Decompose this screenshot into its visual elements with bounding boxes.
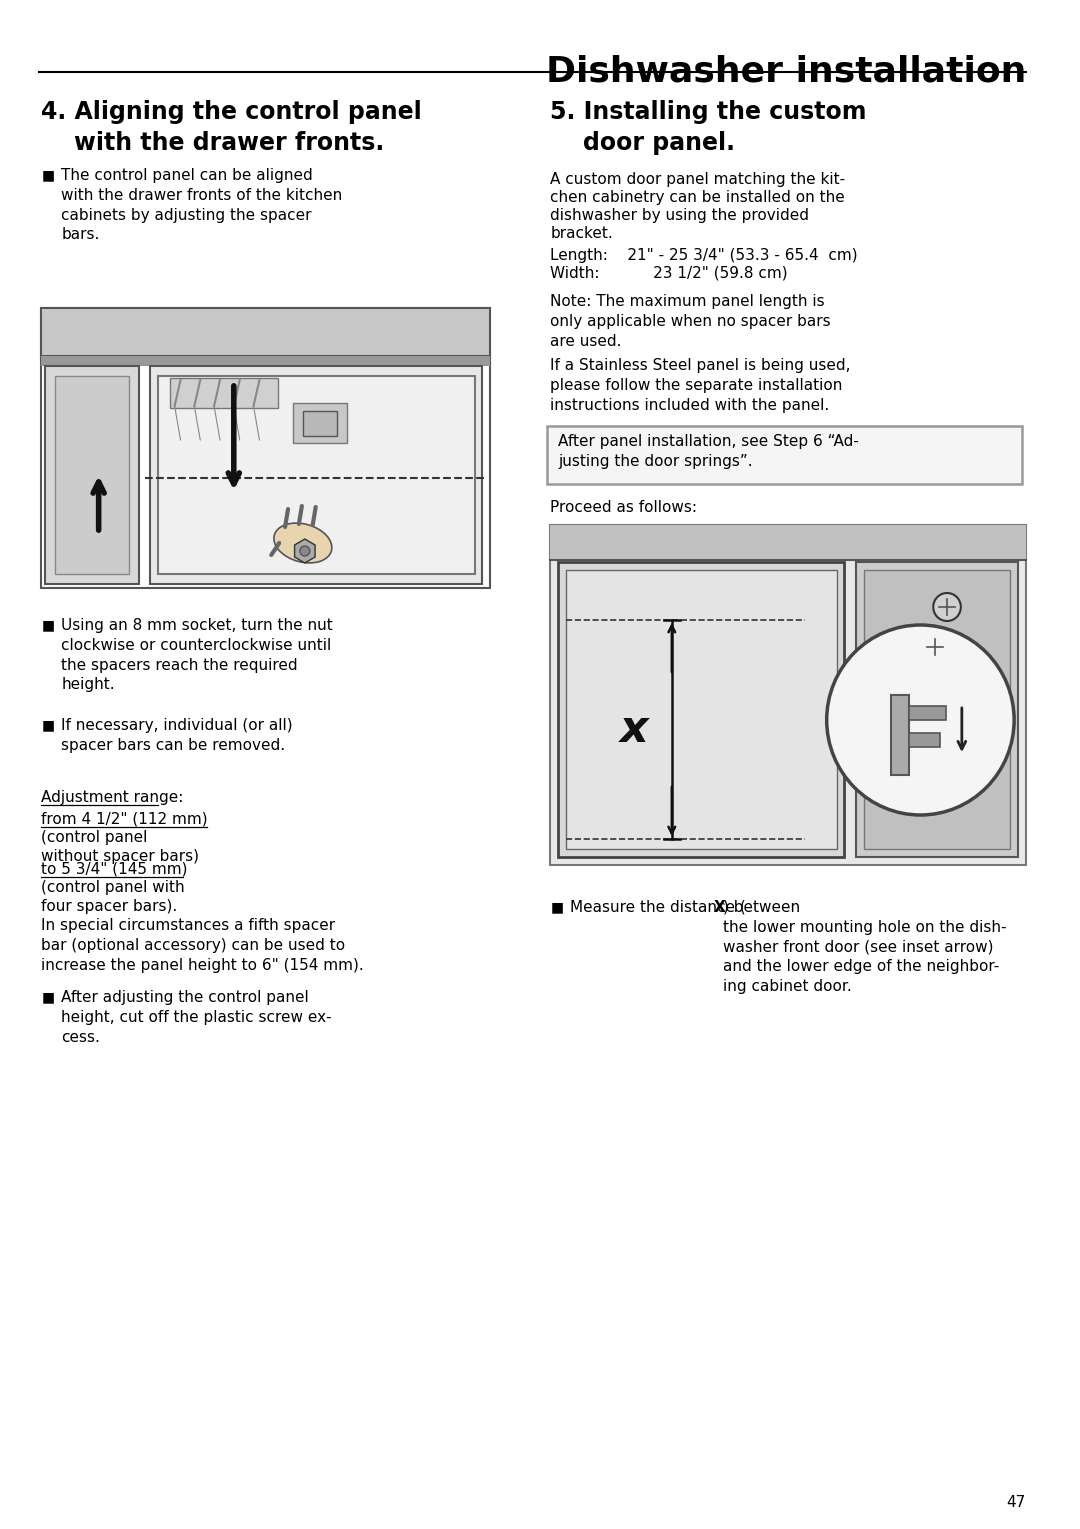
Text: In special circumstances a fifth spacer
bar (optional accessory) can be used to
: In special circumstances a fifth spacer … <box>41 917 364 972</box>
Bar <box>566 570 837 849</box>
Bar <box>856 563 1018 856</box>
Bar <box>41 307 490 589</box>
Bar <box>150 365 483 584</box>
Bar <box>41 356 490 365</box>
Bar <box>55 376 130 573</box>
Bar <box>891 696 908 775</box>
Text: ■: ■ <box>551 901 564 914</box>
Text: Width:           23 1/2" (59.8 cm): Width: 23 1/2" (59.8 cm) <box>551 266 788 281</box>
Bar <box>293 404 348 443</box>
Text: 4. Aligning the control panel
    with the drawer fronts.: 4. Aligning the control panel with the d… <box>41 99 422 154</box>
Text: bracket.: bracket. <box>551 226 613 242</box>
Bar <box>45 365 139 584</box>
Bar <box>158 376 474 573</box>
Text: A custom door panel matching the kit-: A custom door panel matching the kit- <box>551 171 846 187</box>
Text: Adjustment range:: Adjustment range: <box>41 790 184 804</box>
Text: Measure the distance (: Measure the distance ( <box>570 901 746 914</box>
Text: Using an 8 mm socket, turn the nut
clockwise or counterclockwise until
the space: Using an 8 mm socket, turn the nut clock… <box>62 618 333 693</box>
Bar <box>908 732 940 748</box>
Text: to 5 3/4" (145 mm): to 5 3/4" (145 mm) <box>41 862 188 878</box>
Text: chen cabinetry can be installed on the: chen cabinetry can be installed on the <box>551 190 846 205</box>
Bar <box>170 378 279 408</box>
Text: Note: The maximum panel length is
only applicable when no spacer bars
are used.: Note: The maximum panel length is only a… <box>551 294 832 349</box>
Bar <box>782 566 792 590</box>
Text: ■: ■ <box>41 168 55 182</box>
Circle shape <box>826 625 1014 815</box>
Text: (control panel with
four spacer bars).: (control panel with four spacer bars). <box>41 881 185 914</box>
Text: 47: 47 <box>1007 1495 1026 1511</box>
Bar <box>546 427 1022 485</box>
Text: X: X <box>713 901 725 914</box>
Bar <box>551 524 1026 865</box>
Text: ) between
the lower mounting hole on the dish-
washer front door (see inset arro: ) between the lower mounting hole on the… <box>724 901 1007 994</box>
Text: 5. Installing the custom
    door panel.: 5. Installing the custom door panel. <box>551 99 867 154</box>
Bar <box>864 570 1010 849</box>
Text: Dishwasher installation: Dishwasher installation <box>545 55 1026 89</box>
Circle shape <box>921 633 949 661</box>
Ellipse shape <box>274 523 332 563</box>
Text: If necessary, individual (or all)
spacer bars can be removed.: If necessary, individual (or all) spacer… <box>62 719 293 752</box>
Text: ■: ■ <box>41 618 55 631</box>
Text: After adjusting the control panel
height, cut off the plastic screw ex-
cess.: After adjusting the control panel height… <box>62 989 332 1044</box>
Text: x: x <box>620 708 649 751</box>
Text: (control panel
without spacer bars): (control panel without spacer bars) <box>41 830 200 864</box>
Text: from 4 1/2" (112 mm): from 4 1/2" (112 mm) <box>41 812 208 827</box>
Text: After panel installation, see Step 6 “Ad-
justing the door springs”.: After panel installation, see Step 6 “Ad… <box>558 434 860 469</box>
Text: Proceed as follows:: Proceed as follows: <box>551 500 698 515</box>
Bar <box>41 307 490 356</box>
Bar <box>41 307 490 356</box>
Text: ■: ■ <box>41 989 55 1005</box>
Bar <box>302 411 337 436</box>
Bar <box>615 566 624 590</box>
Text: The control panel can be aligned
with the drawer fronts of the kitchen
cabinets : The control panel can be aligned with th… <box>62 168 342 243</box>
Bar <box>558 563 845 856</box>
Bar <box>605 566 802 583</box>
Bar <box>551 524 1026 560</box>
Bar <box>908 706 946 720</box>
Text: If a Stainless Steel panel is being used,
please follow the separate installatio: If a Stainless Steel panel is being used… <box>551 358 851 413</box>
Text: dishwasher by using the provided: dishwasher by using the provided <box>551 208 810 223</box>
Text: Length:    21" - 25 3/4" (53.3 - 65.4  cm): Length: 21" - 25 3/4" (53.3 - 65.4 cm) <box>551 248 859 263</box>
Circle shape <box>933 593 961 621</box>
Circle shape <box>300 546 310 557</box>
Text: ■: ■ <box>41 719 55 732</box>
